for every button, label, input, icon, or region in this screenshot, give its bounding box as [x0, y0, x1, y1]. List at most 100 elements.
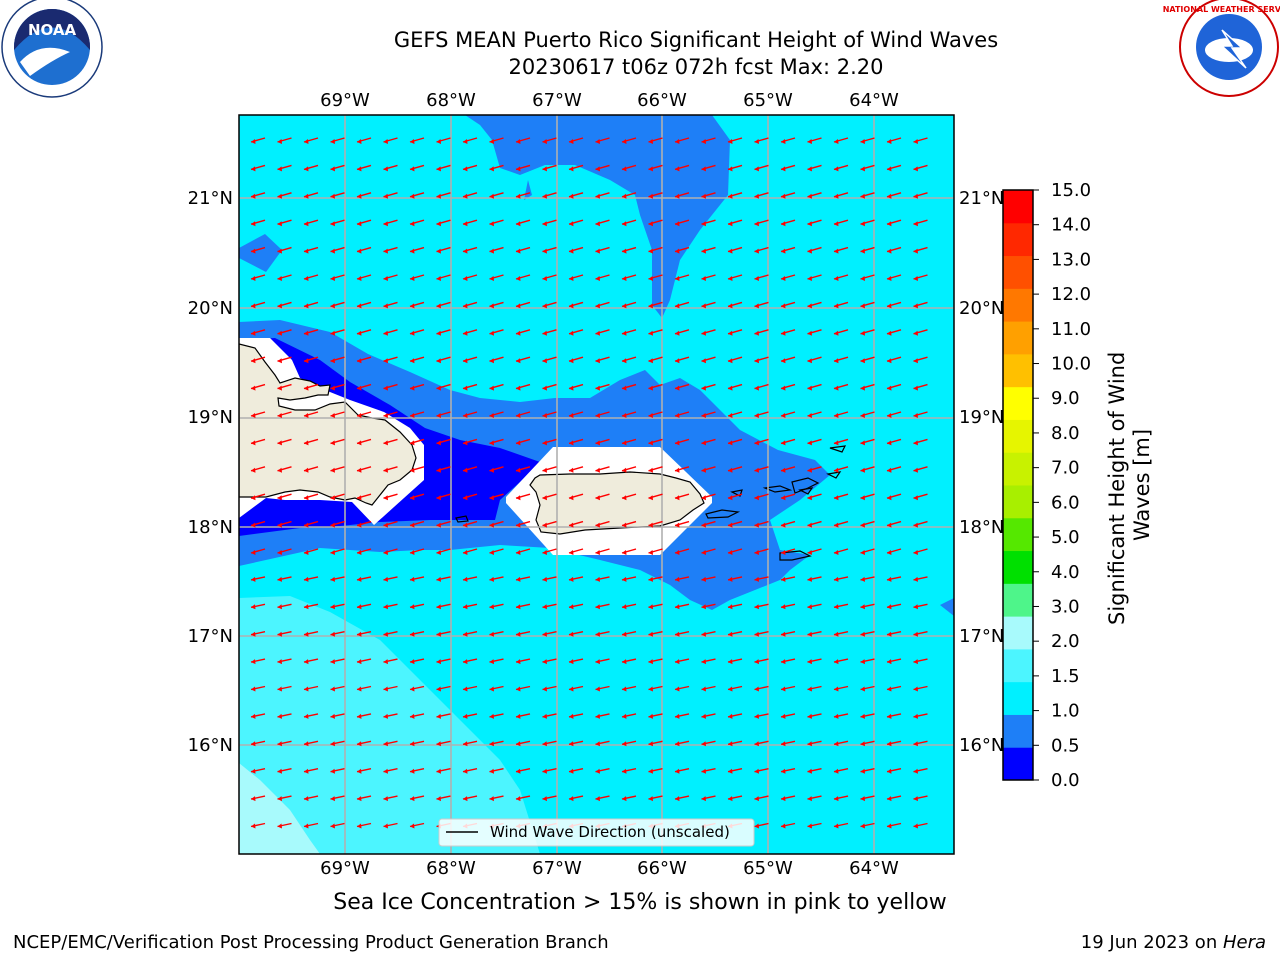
- colorbar-ticks: 15.0 14.0 13.0 12.0 11.0 10.0 9.0 8.0 7.0 6.0 5.0 4…: [1033, 180, 1091, 791]
- wind-wave-arrow: [568, 137, 584, 144]
- wind-wave-arrow: [621, 466, 637, 473]
- wind-wave-arrow: [913, 658, 928, 665]
- wind-wave-arrow: [409, 795, 425, 802]
- wind-wave-arrow: [303, 822, 319, 829]
- wind-wave-arrow: [330, 192, 345, 199]
- wind-wave-arrow: [515, 137, 531, 144]
- wind-wave-arrow: [886, 740, 902, 747]
- wind-wave-arrow: [780, 137, 796, 144]
- wind-wave-arrow: [701, 768, 716, 774]
- wind-wave-arrow: [462, 411, 478, 418]
- wind-wave-arrow: [621, 301, 637, 309]
- wind-wave-arrow: [754, 713, 769, 719]
- wind-wave-arrow: [568, 411, 584, 418]
- wind-wave-arrow: [568, 438, 584, 446]
- wind-wave-arrow: [595, 603, 610, 610]
- wind-wave-arrow: [489, 768, 504, 774]
- wind-wave-arrow: [436, 603, 451, 610]
- wind-wave-arrow: [330, 411, 345, 418]
- colorbar-bin: [1003, 419, 1033, 453]
- wind-wave-arrow: [780, 603, 796, 610]
- wind-wave-arrow: [462, 603, 478, 610]
- wind-wave-arrow: [807, 822, 822, 829]
- wind-wave-arrow: [648, 356, 663, 364]
- wind-wave-arrow: [674, 466, 690, 473]
- wind-wave-arrow: [674, 658, 690, 665]
- wind-wave-arrow: [913, 822, 928, 829]
- wind-wave-arrow: [568, 274, 584, 281]
- wind-wave-arrow: [462, 383, 478, 391]
- wind-wave-arrow: [462, 713, 478, 719]
- wind-wave-arrow: [303, 685, 319, 692]
- wind-wave-arrow: [621, 631, 637, 637]
- wind-wave-arrow: [833, 795, 849, 802]
- wind-wave-arrow: [833, 383, 849, 391]
- wind-wave-arrow: [542, 466, 557, 473]
- wind-wave-arrow: [436, 685, 451, 692]
- colorbar-bin: [1003, 255, 1033, 289]
- wind-wave-arrow: [409, 576, 425, 582]
- colorbar-tick-label: 11.0: [1051, 319, 1091, 340]
- wind-wave-arrow: [754, 795, 769, 802]
- wind-wave-arrow: [860, 685, 875, 692]
- colorbar-tick-label: 12.0: [1051, 284, 1091, 305]
- wind-wave-arrow: [409, 329, 425, 336]
- wind-wave-arrow: [542, 631, 557, 637]
- wind-wave-arrow: [886, 603, 902, 610]
- wind-wave-arrow: [250, 192, 266, 199]
- wind-wave-arrow: [462, 685, 478, 692]
- wind-wave-arrow: [727, 795, 743, 802]
- wind-wave-arrow: [383, 576, 398, 582]
- colorbar-tick-label: 2.0: [1051, 631, 1080, 652]
- wind-wave-arrow: [436, 301, 451, 309]
- wind-wave-arrow: [886, 274, 902, 281]
- wind-wave-arrow: [568, 631, 584, 637]
- wind-wave-arrow: [515, 548, 531, 555]
- wind-wave-arrow: [860, 356, 875, 364]
- wind-wave-arrow: [727, 301, 743, 309]
- wind-wave-arrow: [754, 383, 769, 391]
- wind-wave-arrow: [356, 219, 372, 227]
- wind-wave-arrow: [489, 274, 504, 281]
- wind-wave-arrow: [913, 631, 928, 637]
- wind-wave-arrow: [542, 493, 557, 501]
- wind-wave-arrow: [515, 576, 531, 582]
- wind-wave-arrow: [383, 520, 398, 528]
- wind-wave-arrow: [701, 658, 716, 665]
- wind-wave-arrow: [542, 520, 557, 528]
- wind-wave-arrow: [436, 192, 451, 199]
- wind-wave-arrow: [515, 356, 531, 364]
- wind-wave-arrow: [727, 493, 743, 501]
- wind-wave-arrow: [621, 356, 637, 364]
- wind-wave-arrow: [568, 219, 584, 227]
- wind-wave-arrow: [833, 246, 849, 254]
- wind-wave-arrow: [462, 246, 478, 254]
- wind-wave-arrow: [674, 631, 690, 637]
- wind-wave-arrow: [727, 383, 743, 391]
- lat-tick-right: 21°N: [959, 188, 1004, 209]
- wind-wave-arrow: [489, 548, 504, 555]
- wind-wave-arrow: [754, 246, 769, 254]
- wind-wave-arrow: [489, 658, 504, 665]
- wind-wave-arrow: [754, 164, 769, 172]
- wind-wave-arrow: [701, 219, 716, 227]
- wind-wave-arrow: [595, 520, 610, 528]
- wind-wave-arrow: [542, 795, 557, 802]
- wind-wave-arrow: [913, 493, 928, 501]
- wind-wave-arrow: [807, 192, 822, 199]
- wind-wave-arrow: [833, 219, 849, 227]
- wind-wave-arrow: [383, 795, 398, 802]
- wind-wave-arrow: [621, 795, 637, 802]
- wind-wave-arrow: [886, 685, 902, 692]
- wind-wave-arrow: [648, 301, 663, 309]
- wind-wave-arrow: [489, 219, 504, 227]
- colorbar-tick-label: 13.0: [1051, 249, 1091, 270]
- wind-wave-arrow: [489, 603, 504, 610]
- wind-wave-arrow: [674, 713, 690, 719]
- wind-wave-arrow: [860, 274, 875, 281]
- wind-wave-arrow: [780, 713, 796, 719]
- wind-wave-arrow: [542, 192, 557, 199]
- wind-wave-arrow: [833, 466, 849, 473]
- wind-wave-arrow: [250, 520, 266, 528]
